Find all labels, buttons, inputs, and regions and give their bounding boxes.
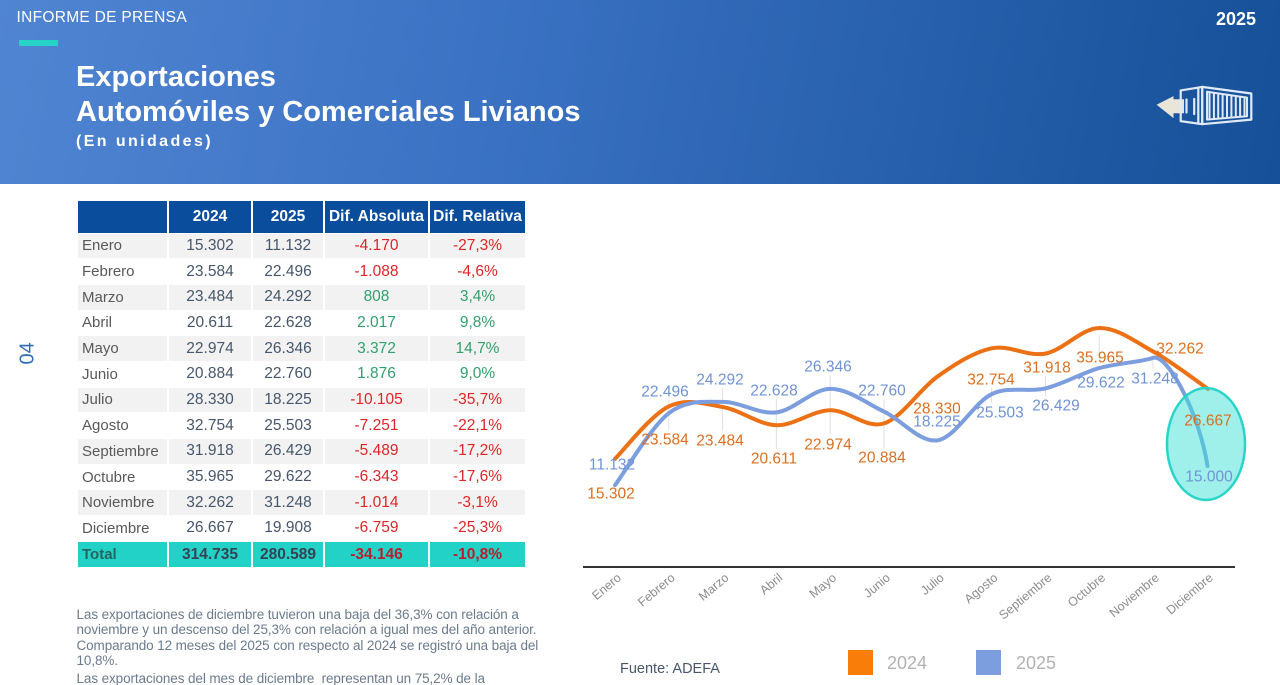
svg-text:15.302: 15.302	[587, 486, 634, 503]
svg-text:20.611: 20.611	[751, 451, 797, 468]
svg-text:22.628: 22.628	[750, 383, 797, 400]
svg-text:26.346: 26.346	[804, 359, 851, 376]
svg-text:35.965: 35.965	[1076, 350, 1123, 367]
svg-text:Enero: Enero	[589, 571, 624, 603]
svg-text:32.754: 32.754	[967, 372, 1015, 389]
svg-text:23.584: 23.584	[641, 432, 689, 449]
svg-text:31.918: 31.918	[1023, 360, 1070, 377]
svg-text:22.974: 22.974	[804, 437, 852, 454]
svg-text:Noviembre: Noviembre	[1107, 571, 1162, 621]
svg-text:31.248: 31.248	[1131, 371, 1178, 388]
svg-text:15.000: 15.000	[1185, 469, 1233, 486]
svg-text:20.884: 20.884	[858, 450, 906, 467]
svg-text:28.330: 28.330	[913, 401, 961, 418]
svg-text:11.132: 11.132	[589, 457, 635, 474]
svg-text:25.503: 25.503	[976, 405, 1023, 422]
svg-text:Febrero: Febrero	[635, 571, 678, 610]
svg-text:Julio: Julio	[918, 571, 947, 598]
svg-text:Agosto: Agosto	[962, 571, 1001, 607]
svg-text:Diciembre: Diciembre	[1164, 571, 1216, 618]
svg-text:Junio: Junio	[861, 571, 893, 601]
svg-text:22.496: 22.496	[641, 384, 688, 401]
svg-text:Mayo: Mayo	[807, 571, 839, 601]
svg-text:Octubre: Octubre	[1065, 571, 1108, 610]
svg-text:Abril: Abril	[757, 571, 785, 598]
svg-text:Marzo: Marzo	[696, 571, 732, 604]
svg-text:Septiembre: Septiembre	[996, 571, 1054, 623]
svg-text:22.760: 22.760	[858, 383, 906, 400]
svg-text:26.429: 26.429	[1032, 398, 1079, 415]
svg-text:26.667: 26.667	[1184, 413, 1231, 430]
svg-text:24.292: 24.292	[696, 372, 743, 389]
svg-text:18.225: 18.225	[913, 414, 960, 431]
svg-text:29.622: 29.622	[1077, 375, 1124, 392]
svg-text:23.484: 23.484	[696, 433, 744, 450]
svg-text:32.262: 32.262	[1156, 341, 1203, 358]
